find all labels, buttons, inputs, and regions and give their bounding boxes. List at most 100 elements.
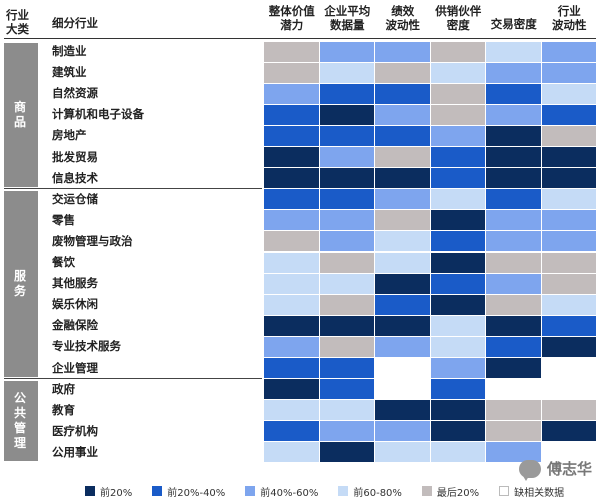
heatmap-cell [486,252,541,273]
heatmap-cell [319,62,374,83]
heatmap-cell [430,294,485,315]
heatmap-cell [541,125,596,146]
heatmap-cell [375,210,430,231]
heatmap-cell [375,358,430,379]
heatmap-cell [319,252,374,273]
row-label: 信息技术 [52,170,98,185]
corner-header: 行业 大类 [6,8,29,36]
legend-item: 前40%-60% [245,484,318,499]
heatmap-cell [375,62,430,83]
heatmap-cell [430,379,485,400]
column-header: 企业平均 数据量 [324,4,371,32]
heatmap-cell [264,294,319,315]
heatmap-cell [486,358,541,379]
heatmap-cell [375,252,430,273]
heatmap-cell [430,210,485,231]
heatmap-cell [541,147,596,168]
heatmap-cell [264,273,319,294]
heatmap-cell [319,336,374,357]
heatmap-cell [486,315,541,336]
row-label: 自然资源 [52,86,98,101]
heatmap-cell [264,421,319,442]
heatmap-cell [264,336,319,357]
heatmap-cell [486,421,541,442]
row-label: 其他服务 [52,276,98,291]
heatmap-cell [375,83,430,104]
heatmap-cell [486,125,541,146]
heatmap-cell [430,358,485,379]
heatmap-cell [319,358,374,379]
heatmap-cell [264,400,319,421]
heatmap-cell [375,273,430,294]
column-header: 供销伙伴 密度 [435,4,482,32]
heatmap-cell [430,125,485,146]
heatmap-cell [486,336,541,357]
legend-item: 最后20% [421,484,480,499]
row-label: 零售 [52,212,75,227]
heatmap-cell [541,189,596,210]
legend-item: 前20%-40% [152,484,225,499]
heatmap-cell [375,147,430,168]
heatmap-cell [486,231,541,252]
legend: 前20% 前20%-40% 前40%-60% 前60-80% 最后20% 缺相关数据 [85,484,584,499]
heatmap-cell [319,104,374,125]
heatmap-cell [319,210,374,231]
heatmap-cell [430,62,485,83]
sector-divider [4,378,262,380]
legend-swatch [421,486,432,496]
heatmap-cell [264,83,319,104]
heatmap-cell [430,83,485,104]
legend-item: 缺相关数据 [499,484,564,499]
heatmap-cell [486,210,541,231]
heatmap-cell [541,379,596,400]
top-rule [4,38,596,39]
row-label: 企业管理 [52,360,98,375]
heatmap-cell [264,125,319,146]
heatmap-cell [375,336,430,357]
heatmap-cell [264,379,319,400]
heatmap-cell [430,147,485,168]
heatmap-cell [430,442,485,463]
heatmap-cell [541,104,596,125]
heatmap-cell [486,62,541,83]
heatmap-cell [486,273,541,294]
legend-item: 前20% [85,484,132,499]
heatmap-cell [375,442,430,463]
heatmap-cell [541,168,596,189]
heatmap-cell [375,104,430,125]
column-header: 行业 波动性 [552,4,587,32]
column-header: 绩效 波动性 [385,4,421,32]
wechat-icon [518,459,541,481]
heatmap-cell [486,189,541,210]
legend-label: 最后20% [436,487,480,499]
legend-swatch [499,486,510,496]
heatmap-cell [430,189,485,210]
row-label: 制造业 [52,44,87,58]
heatmap-cell [430,252,485,273]
row-label: 教育 [52,402,75,417]
watermark-text: 傅志华 [546,460,592,478]
row-label: 批发贸易 [52,149,98,164]
heatmap-cell [486,379,541,400]
heatmap-cell [486,147,541,168]
heatmap-cell [264,189,319,210]
heatmap-cell [319,83,374,104]
sector-label: 商 品 [4,43,38,187]
row-label: 医疗机构 [52,423,98,438]
heatmap-cell [541,400,596,421]
row-label: 交运仓储 [52,191,98,206]
heatmap-cell [541,210,596,231]
heatmap-cell [430,231,485,252]
column-header: 整体价值 潜力 [268,4,315,32]
sector-label: 公 共 管 理 [4,380,38,461]
heatmap-cell [541,41,596,62]
heatmap-cell [375,294,430,315]
legend-label: 前20%-40% [167,487,226,499]
heatmap-cell [319,379,374,400]
heatmap-cell [375,379,430,400]
heatmap-cell [319,442,374,463]
row-label: 金融保险 [52,318,98,333]
heatmap-cell [430,400,485,421]
row-label: 公用事业 [52,444,98,459]
legend-swatch [85,486,95,496]
